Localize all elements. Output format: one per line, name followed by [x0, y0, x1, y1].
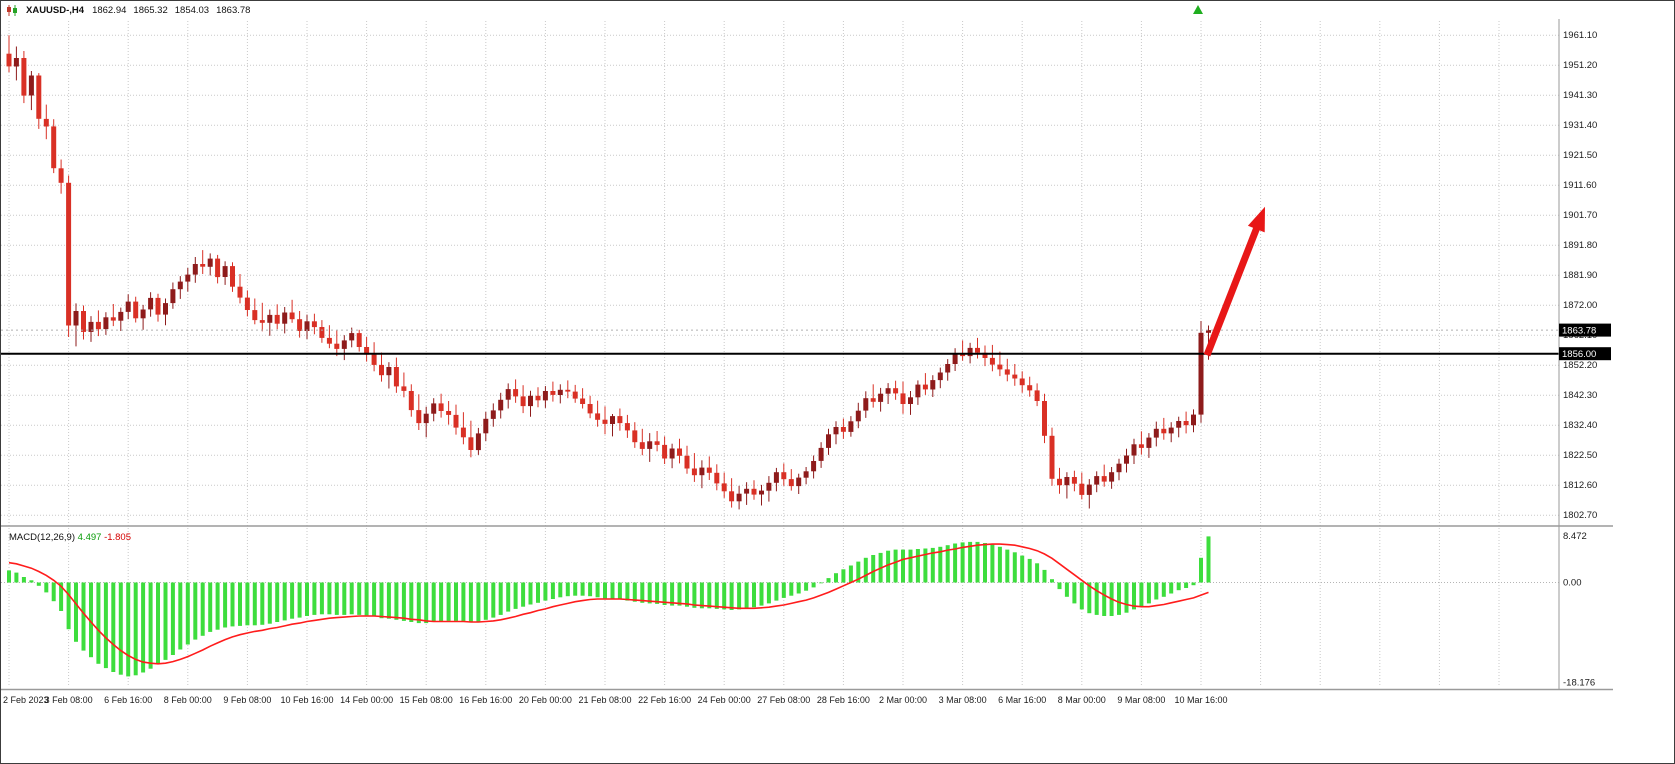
time-tick-label: 3 Mar 08:00 — [939, 695, 987, 705]
candlesticks — [6, 35, 1211, 510]
svg-text:1863.78: 1863.78 — [1562, 326, 1596, 337]
time-tick-label: 9 Feb 08:00 — [223, 695, 271, 705]
price-tick-label: 1872.00 — [1563, 300, 1597, 311]
close-value: 1863.78 — [216, 4, 251, 16]
price-tick-label: 1891.80 — [1563, 240, 1597, 251]
time-tick-label: 24 Feb 00:00 — [698, 695, 751, 705]
price-tick-label: 1951.20 — [1563, 60, 1597, 71]
bid-price-tag: 1863.78 — [1559, 323, 1611, 337]
price-tick-label: 1852.20 — [1563, 360, 1597, 371]
time-tick-label: 15 Feb 08:00 — [400, 695, 453, 705]
price-tick-label: 1822.50 — [1563, 450, 1597, 461]
time-tick-label: 2 Mar 00:00 — [879, 695, 927, 705]
time-tick-label: 28 Feb 16:00 — [817, 695, 870, 705]
chart-shift-marker[interactable] — [1193, 5, 1203, 14]
time-tick-label: 14 Feb 00:00 — [340, 695, 393, 705]
time-tick-label: 20 Feb 00:00 — [519, 695, 572, 705]
time-tick-label: 2 Feb 2023 — [3, 695, 49, 705]
macd-indicator-label: MACD(12,26,9) 4.497 -1.805 — [9, 532, 131, 543]
time-tick-label: 10 Feb 16:00 — [280, 695, 333, 705]
svg-text:1856.00: 1856.00 — [1562, 349, 1596, 360]
ohlc-readout: 1862.94 1865.32 1854.03 1863.78 — [92, 5, 250, 16]
time-tick-label: 6 Mar 16:00 — [998, 695, 1046, 705]
price-axis[interactable]: 1961.10 1951.20 1941.30 1931.40 1921.50 1911.… — [1563, 30, 1597, 521]
price-tick-label: 1802.70 — [1563, 510, 1597, 521]
price-tick-label: 1911.60 — [1563, 180, 1597, 191]
price-tick-label: 1832.40 — [1563, 420, 1597, 431]
chart-background[interactable] — [1, 19, 1675, 764]
time-tick-label: 6 Feb 16:00 — [104, 695, 152, 705]
time-tick-label: 8 Mar 00:00 — [1058, 695, 1106, 705]
time-tick-label: 3 Feb 08:00 — [45, 695, 93, 705]
price-tick-label: 1881.90 — [1563, 270, 1597, 281]
support-price-tag: 1856.00 — [1559, 347, 1611, 361]
time-tick-label: 9 Mar 08:00 — [1117, 695, 1165, 705]
time-tick-label: 8 Feb 00:00 — [164, 695, 212, 705]
time-tick-label: 27 Feb 08:00 — [757, 695, 810, 705]
price-tick-label: 1921.50 — [1563, 150, 1597, 161]
symbol-timeframe-label: XAUUSD-,H4 — [26, 4, 85, 16]
indicator-tick-label: -18.176 — [1563, 677, 1595, 688]
open-value: 1862.94 — [92, 4, 127, 16]
indicator-axis[interactable]: 8.472 0.00 -18.176 — [1563, 531, 1595, 688]
trend-arrow-annotation[interactable] — [1203, 206, 1265, 357]
price-chart-canvas[interactable]: 1961.10 1951.20 1941.30 1931.40 1921.50 1911.… — [1, 19, 1675, 764]
price-tick-label: 1901.70 — [1563, 210, 1597, 221]
price-tick-label: 1961.10 — [1563, 30, 1597, 41]
low-value: 1854.03 — [174, 4, 210, 16]
time-tick-label: 16 Feb 16:00 — [459, 695, 512, 705]
price-tick-label: 1842.30 — [1563, 390, 1597, 401]
price-tick-label: 1931.40 — [1563, 120, 1597, 131]
time-tick-label: 10 Mar 16:00 — [1174, 695, 1227, 705]
time-tick-label: 21 Feb 08:00 — [578, 695, 631, 705]
macd-signal-line — [8, 543, 1209, 665]
chart-header: XAUUSD-,H4 1862.94 1865.32 1854.03 1863.… — [1, 1, 1674, 19]
price-tick-label: 1941.30 — [1563, 90, 1597, 101]
time-tick-label: 22 Feb 16:00 — [638, 695, 691, 705]
indicator-tick-label: 8.472 — [1563, 531, 1587, 542]
high-value: 1865.32 — [133, 4, 168, 16]
price-tick-label: 1812.60 — [1563, 480, 1597, 491]
macd-histogram — [7, 536, 1211, 677]
candlestick-icon — [6, 4, 18, 16]
indicator-tick-label: 0.00 — [1563, 578, 1582, 589]
